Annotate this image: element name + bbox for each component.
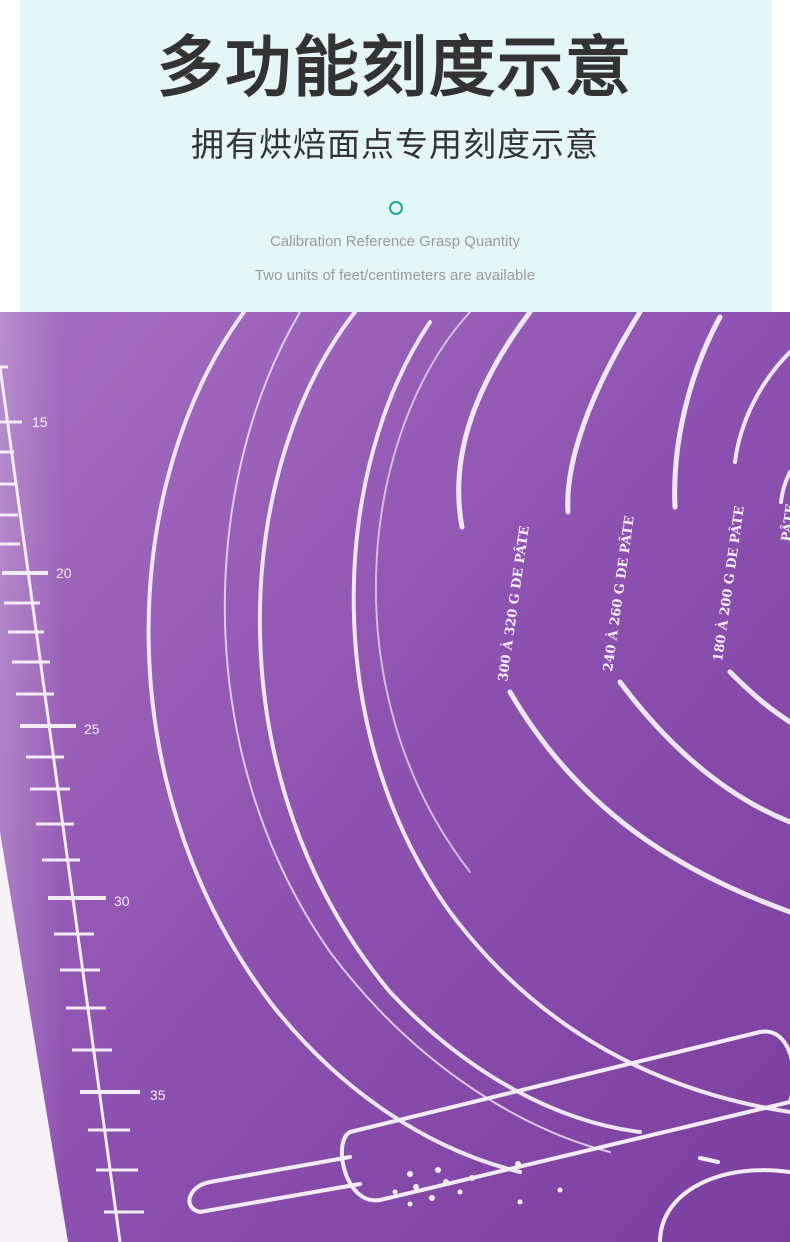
ruler-label-30: 30 — [114, 893, 130, 909]
ruler-label-25: 25 — [84, 721, 100, 737]
baking-mat-illustration: 300 À 320 G DE PÂTE 240 À 260 G DE PÂTE … — [0, 312, 790, 1242]
rolling-pin-icon — [187, 1029, 790, 1242]
page-subtitle: 拥有烘焙面点专用刻度示意 — [191, 125, 599, 164]
dough-circles — [146, 312, 790, 1174]
rolling-pin-dots — [392, 1161, 563, 1207]
ruler-label-20: 20 — [56, 565, 72, 581]
ruler-label-35: 35 — [150, 1087, 166, 1103]
ruler-label-15: 15 — [32, 414, 48, 430]
dough-label-partial: PÂTE — [778, 503, 790, 543]
ruler-labels: 15 20 25 30 35 — [32, 414, 166, 1103]
caption-calibration: Calibration Reference Grasp Quantity — [269, 233, 521, 250]
baking-mat-photo: 300 À 320 G DE PÂTE 240 À 260 G DE PÂTE … — [0, 312, 790, 1242]
page-title: 多功能刻度示意 — [157, 29, 633, 106]
ruler — [0, 365, 144, 1242]
caption-units: Two units of feet/centimeters are availa… — [254, 267, 536, 284]
header-panel — [20, 0, 772, 312]
ring-icon — [389, 201, 403, 215]
